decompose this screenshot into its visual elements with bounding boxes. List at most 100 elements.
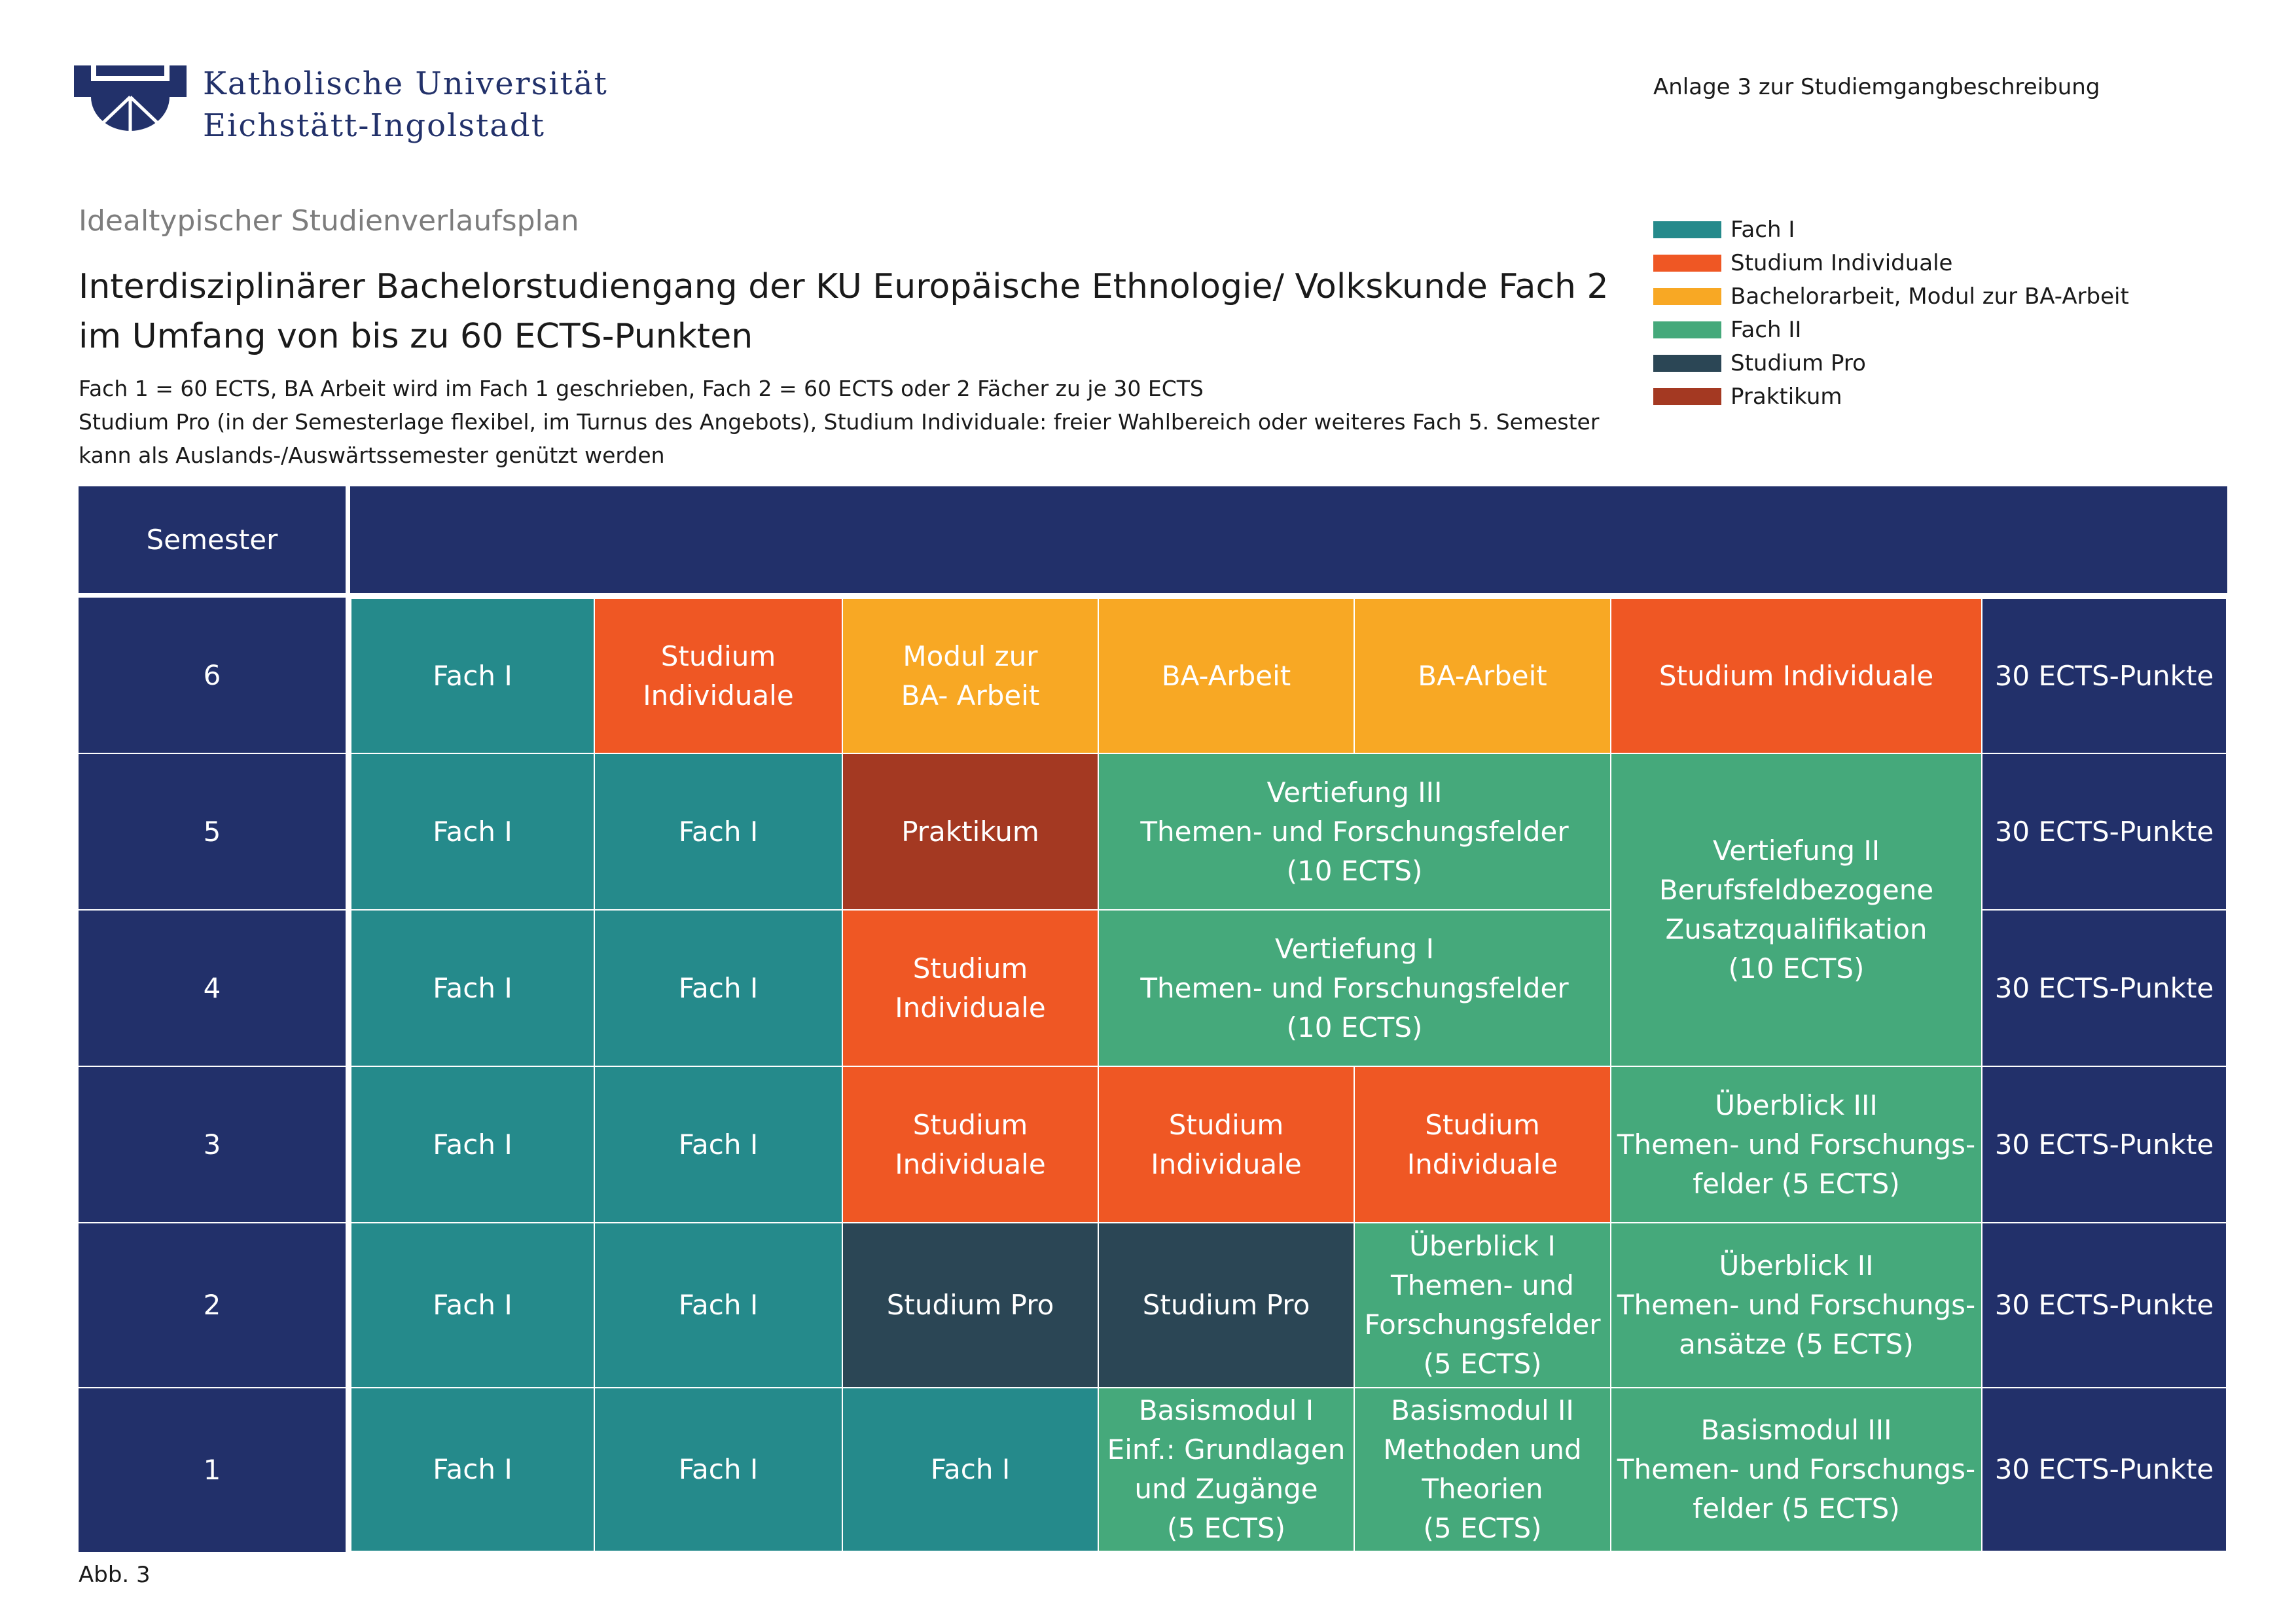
s1-basismodul-2: Basismodul II Methoden und Theorien (5 E… bbox=[1354, 1387, 1611, 1552]
cell-text: Fach I bbox=[678, 815, 759, 848]
s2-fach1-a: Fach I bbox=[350, 1222, 595, 1388]
cell-text: (5 ECTS) bbox=[1423, 1348, 1542, 1380]
cell-text: Fach I bbox=[678, 1289, 759, 1321]
s2-ueberblick-2: Überblick II Themen- und Forschungs- ans… bbox=[1610, 1222, 1982, 1388]
annex-label: Anlage 3 zur Studiemgangbeschreibung bbox=[1653, 74, 2100, 100]
cell-text: Fach I bbox=[433, 1128, 512, 1161]
university-name-line2: Eichstätt-Ingolstadt bbox=[203, 107, 545, 144]
note-line: kann als Auslands-/Auswärtssemester genü… bbox=[79, 442, 665, 468]
s4-fach1-a: Fach I bbox=[350, 909, 595, 1067]
s5-praktikum: Praktikum bbox=[842, 753, 1099, 911]
legend-item-studium-pro: Studium Pro bbox=[1653, 346, 2129, 380]
s4-studium-individuale: Studium Individuale bbox=[842, 909, 1099, 1067]
cell-text: Themen- und bbox=[1391, 1269, 1574, 1301]
cell-text: Basismodul III bbox=[1700, 1414, 1892, 1446]
s5-fach1-b: Fach I bbox=[594, 753, 843, 911]
legend-swatch bbox=[1653, 388, 1721, 405]
cell-text: Fach I bbox=[433, 1453, 512, 1485]
ects-cell-3: 30 ECTS-Punkte bbox=[1981, 1066, 2227, 1223]
cell-text: Individuale bbox=[1407, 1147, 1558, 1180]
s1-basismodul-1: Basismodul I Einf.: Grundlagen und Zugän… bbox=[1098, 1387, 1355, 1552]
cell-text: Themen- und Forschungs- bbox=[1617, 1128, 1976, 1161]
cell-text: Fach I bbox=[433, 971, 512, 1004]
cell-text: (10 ECTS) bbox=[1286, 854, 1423, 887]
semester-number: 6 bbox=[203, 659, 221, 691]
legend-swatch bbox=[1653, 221, 1721, 238]
semester-number: 1 bbox=[203, 1454, 221, 1486]
legend-swatch bbox=[1653, 287, 1721, 305]
ects-text: 30 ECTS-Punkte bbox=[1994, 815, 2214, 848]
cell-text: (5 ECTS) bbox=[1166, 1512, 1286, 1544]
cell-text: BA-Arbeit bbox=[1418, 659, 1547, 692]
cell-text: Praktikum bbox=[901, 815, 1039, 848]
s2-fach1-b: Fach I bbox=[594, 1222, 843, 1388]
cell-text: Themen- und Forschungsfelder bbox=[1140, 815, 1569, 848]
cell-text: Basismodul II bbox=[1391, 1394, 1574, 1426]
title-line-1: Interdisziplinärer Bachelorstudiengang d… bbox=[79, 267, 1609, 306]
ects-text: 30 ECTS-Punkte bbox=[1994, 659, 2214, 692]
semester-number: 2 bbox=[203, 1289, 221, 1321]
cell-text: Fach I bbox=[930, 1453, 1011, 1485]
legend-label: Studium Individuale bbox=[1731, 249, 1953, 276]
cell-text: Individuale bbox=[643, 679, 794, 712]
cell-text: Modul zur bbox=[903, 640, 1038, 672]
cell-text: Theorien bbox=[1422, 1473, 1543, 1505]
university-name-line1: Katholische Universität bbox=[203, 65, 608, 102]
s4-fach1-b: Fach I bbox=[594, 909, 843, 1067]
legend-label: Studium Pro bbox=[1731, 350, 1866, 376]
legend-item-bachelorarbeit: Bachelorarbeit, Modul zur BA-Arbeit bbox=[1653, 280, 2129, 313]
cell-text: Fach I bbox=[433, 815, 512, 848]
cell-text: Studium bbox=[1425, 1108, 1540, 1141]
ects-text: 30 ECTS-Punkte bbox=[1994, 971, 2214, 1004]
legend: Fach I Studium Individuale Bachelorarbei… bbox=[1653, 213, 2129, 413]
s6-ba-arbeit-1: BA-Arbeit bbox=[1098, 598, 1355, 754]
s1-basismodul-3: Basismodul III Themen- und Forschungs- f… bbox=[1610, 1387, 1982, 1552]
cell-text: Studium bbox=[912, 1108, 1028, 1141]
ects-cell-5: 30 ECTS-Punkte bbox=[1981, 753, 2227, 911]
ects-text: 30 ECTS-Punkte bbox=[1994, 1453, 2214, 1485]
cell-text: Individuale bbox=[895, 991, 1046, 1024]
legend-label: Bachelorarbeit, Modul zur BA-Arbeit bbox=[1731, 283, 2129, 310]
cell-text: Vertiefung I bbox=[1275, 932, 1434, 965]
s5-fach1-a: Fach I bbox=[350, 753, 595, 911]
legend-item-praktikum: Praktikum bbox=[1653, 380, 2129, 413]
cell-text: Vertiefung II bbox=[1712, 835, 1880, 867]
semester-cell-3: 3 bbox=[79, 1067, 346, 1222]
semester-cell-1: 1 bbox=[79, 1388, 346, 1552]
legend-label: Praktikum bbox=[1731, 383, 1842, 410]
s2-studium-pro-1: Studium Pro bbox=[842, 1222, 1099, 1388]
title-line-2: im Umfang von bis zu 60 ECTS-Punkten bbox=[79, 317, 753, 356]
ects-cell-1: 30 ECTS-Punkte bbox=[1981, 1387, 2227, 1552]
cell-text: Fach I bbox=[678, 1453, 759, 1485]
page-title: Interdisziplinärer Bachelorstudiengang d… bbox=[79, 262, 1609, 361]
cell-text: Fach I bbox=[433, 1289, 512, 1321]
s1-fach1-c: Fach I bbox=[842, 1387, 1099, 1552]
s3-studium-individuale-3: Studium Individuale bbox=[1354, 1066, 1611, 1223]
cell-text: Überblick III bbox=[1715, 1089, 1878, 1121]
s2-ueberblick-1: Überblick I Themen- und Forschungsfelder… bbox=[1354, 1222, 1611, 1388]
notes: Fach 1 = 60 ECTS, BA Arbeit wird im Fach… bbox=[79, 372, 1662, 472]
s3-ueberblick-3: Überblick III Themen- und Forschungs- fe… bbox=[1610, 1066, 1982, 1223]
cell-text: Überblick II bbox=[1719, 1250, 1874, 1282]
cell-text: (10 ECTS) bbox=[1286, 1011, 1423, 1043]
cell-text: Themen- und Forschungs- bbox=[1617, 1453, 1976, 1485]
cell-text: Fach I bbox=[678, 1128, 759, 1161]
s6-fach1: Fach I bbox=[350, 598, 595, 754]
page-subtitle: Idealtypischer Studienverlaufsplan bbox=[79, 204, 579, 238]
cell-text: Einf.: Grundlagen bbox=[1107, 1434, 1346, 1466]
s1-fach1-a: Fach I bbox=[350, 1387, 595, 1552]
cell-text: Individuale bbox=[1151, 1147, 1302, 1180]
cell-text: felder (5 ECTS) bbox=[1693, 1167, 1900, 1200]
figure-caption: Abb. 3 bbox=[79, 1562, 151, 1588]
semester-cell-2: 2 bbox=[79, 1223, 346, 1387]
cell-text: Forschungsfelder bbox=[1364, 1308, 1601, 1341]
semester-header-label: Semester bbox=[146, 523, 278, 556]
cell-text: Überblick I bbox=[1409, 1230, 1556, 1262]
s5-vertiefung-3: Vertiefung III Themen- und Forschungsfel… bbox=[1098, 753, 1611, 911]
cell-text: felder (5 ECTS) bbox=[1693, 1492, 1900, 1525]
cell-text: Studium Pro bbox=[1142, 1289, 1310, 1321]
cell-text: BA- Arbeit bbox=[901, 679, 1040, 712]
cell-text: ansätze (5 ECTS) bbox=[1679, 1328, 1914, 1360]
cell-text: Studium bbox=[1168, 1108, 1284, 1141]
s6-studium-individuale-wide: Studium Individuale bbox=[1610, 598, 1982, 754]
